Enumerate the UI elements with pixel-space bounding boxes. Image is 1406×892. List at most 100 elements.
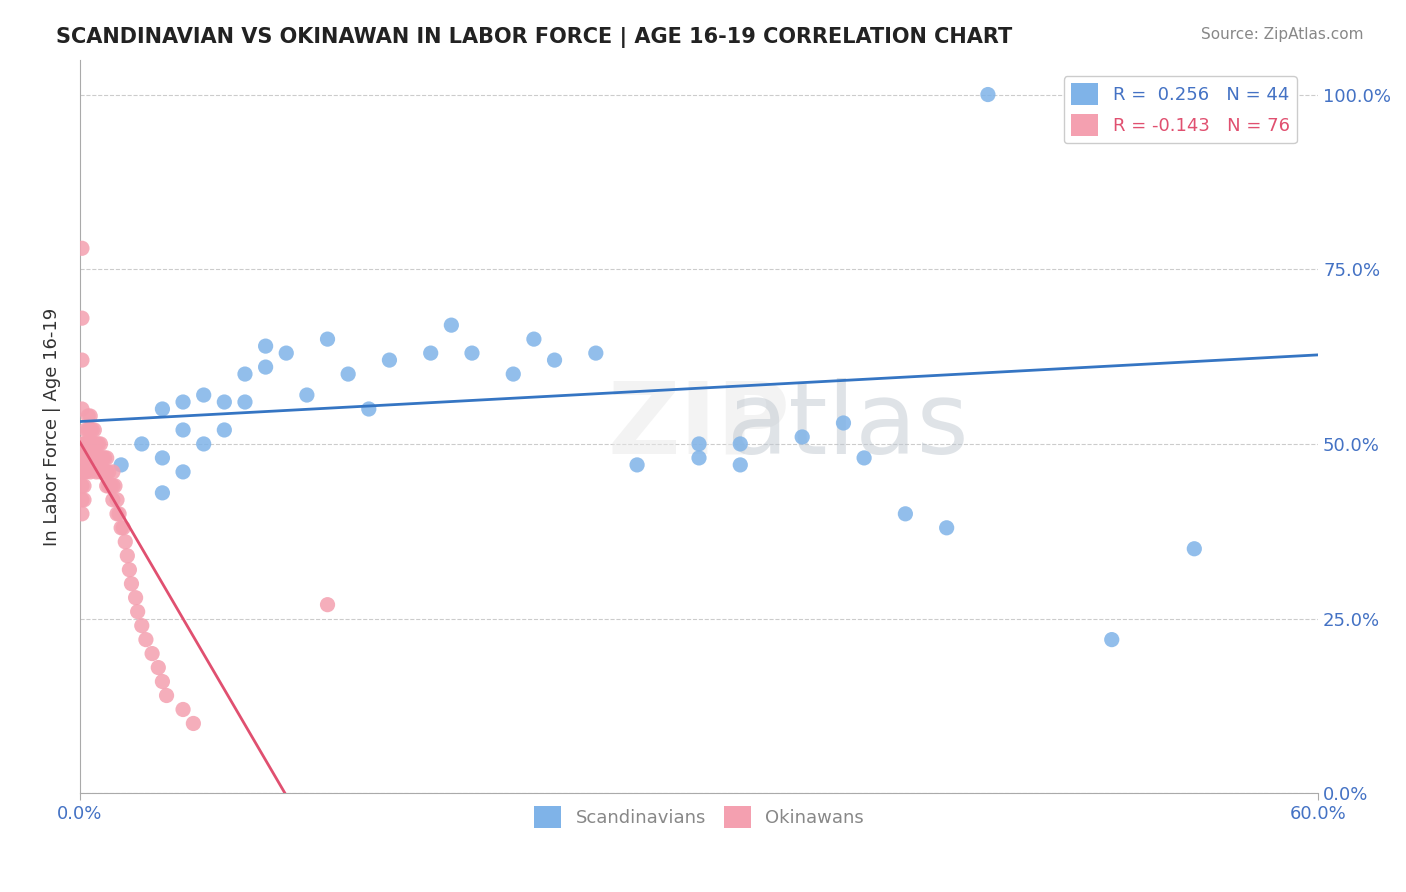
Point (104, 479, 127, 493)
Point (1265, 87, 1288, 102)
Point (152, 486, 174, 500)
Point (91, 465, 114, 479)
Point (977, 87, 1000, 102)
Point (79, 465, 101, 479)
Point (73, 479, 96, 493)
Point (193, 388, 215, 402)
Point (110, 521, 132, 535)
Text: atlas: atlas (727, 378, 969, 475)
Point (730, 458, 752, 472)
Point (77, 450, 100, 465)
Point (70, 353, 93, 368)
Point (86, 465, 108, 479)
Point (79, 409, 101, 423)
Point (105, 492, 128, 507)
Point (688, 450, 710, 465)
Point (124, 591, 146, 605)
Point (75, 423, 97, 437)
Point (316, 332, 339, 346)
Point (79, 423, 101, 437)
Point (935, 521, 957, 535)
Point (79, 450, 101, 465)
Point (70, 450, 93, 465)
Point (110, 458, 132, 472)
Point (96, 479, 118, 493)
Point (83, 423, 105, 437)
Point (792, 430, 814, 444)
Legend: Scandinavians, Okinawans: Scandinavians, Okinawans (527, 799, 872, 836)
Point (83, 437, 105, 451)
Point (82, 423, 104, 437)
Point (295, 388, 318, 402)
Point (233, 367, 256, 381)
Point (152, 674, 174, 689)
Point (688, 437, 710, 451)
Point (316, 598, 339, 612)
Point (214, 423, 236, 437)
Point (87, 437, 110, 451)
Point (378, 353, 401, 368)
Point (82, 437, 104, 451)
Point (626, 458, 648, 472)
Point (832, 416, 855, 430)
Point (118, 563, 141, 577)
Text: Source: ZipAtlas.com: Source: ZipAtlas.com (1201, 27, 1364, 42)
Point (193, 437, 215, 451)
Point (96, 465, 118, 479)
Point (96, 450, 118, 465)
Point (730, 437, 752, 451)
Point (89, 450, 111, 465)
Point (73, 465, 96, 479)
Point (101, 479, 124, 493)
Point (93, 465, 115, 479)
Point (70, 492, 93, 507)
Point (75, 450, 97, 465)
Point (101, 465, 124, 479)
Point (70, 402, 93, 417)
Point (254, 339, 277, 353)
Point (1182, 541, 1205, 556)
Point (135, 632, 157, 647)
Text: ZIP: ZIP (607, 378, 790, 475)
Point (70, 311, 93, 326)
Text: SCANDINAVIAN VS OKINAWAN IN LABOR FORCE | AGE 16-19 CORRELATION CHART: SCANDINAVIAN VS OKINAWAN IN LABOR FORCE … (56, 27, 1012, 48)
Point (155, 689, 177, 703)
Y-axis label: In Labor Force | Age 16-19: In Labor Force | Age 16-19 (44, 308, 60, 546)
Point (79, 437, 101, 451)
Point (70, 479, 93, 493)
Point (70, 507, 93, 521)
Point (276, 346, 298, 360)
Point (86, 450, 108, 465)
Point (337, 367, 360, 381)
Point (440, 318, 463, 333)
Point (83, 450, 105, 465)
Point (75, 437, 97, 451)
Point (105, 507, 128, 521)
Point (894, 507, 917, 521)
Point (233, 395, 256, 409)
Point (172, 423, 194, 437)
Point (117, 549, 139, 563)
Point (127, 605, 149, 619)
Point (419, 346, 441, 360)
Point (502, 367, 524, 381)
Point (152, 450, 174, 465)
Point (75, 465, 97, 479)
Point (82, 450, 104, 465)
Point (89, 465, 111, 479)
Point (114, 534, 136, 549)
Point (183, 716, 205, 731)
Point (172, 465, 194, 479)
Point (152, 402, 174, 417)
Point (131, 618, 153, 632)
Point (148, 660, 170, 674)
Point (141, 647, 163, 661)
Point (73, 437, 96, 451)
Point (108, 507, 131, 521)
Point (77, 409, 100, 423)
Point (97, 465, 120, 479)
Point (73, 450, 96, 465)
Point (1244, 87, 1267, 102)
Point (100, 479, 122, 493)
Point (73, 492, 96, 507)
